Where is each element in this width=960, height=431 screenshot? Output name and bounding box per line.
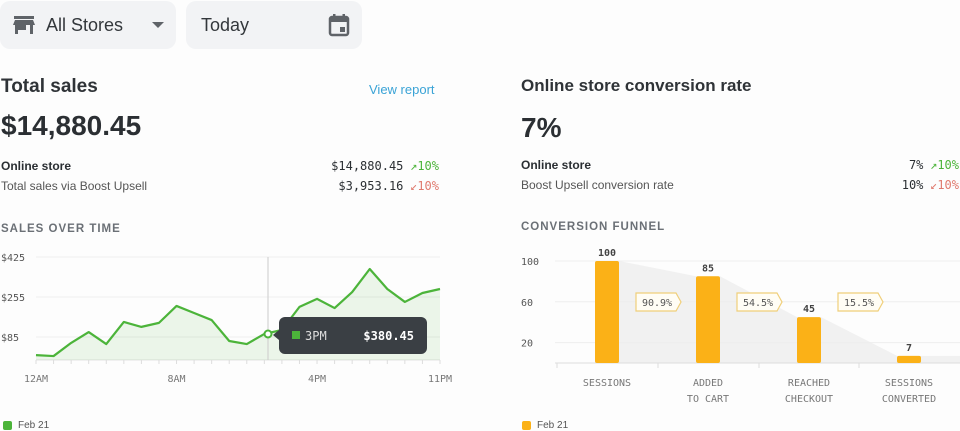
x-tick-label: 11PM	[428, 374, 452, 385]
sales-row-boost-upsell: Total sales via Boost Upsell $3,953.16 ↙…	[1, 179, 439, 193]
x-tick-label: 4PM	[308, 374, 326, 385]
row-value: $3,953.16	[338, 179, 404, 193]
date-picker-value: Today	[201, 14, 250, 35]
bar-value-label: 85	[702, 263, 714, 274]
sales-over-time-heading: SALES OVER TIME	[1, 223, 121, 235]
conversion-funnel-heading: CONVERSION FUNNEL	[521, 221, 666, 233]
conversion-title: Online store conversion rate	[521, 76, 752, 95]
tooltip-value: $380.45	[363, 329, 414, 343]
change-down-indicator: ↙10%	[410, 179, 439, 193]
y-tick-label: 20	[521, 339, 533, 350]
category-label: TO CART	[687, 394, 729, 405]
category-label: REACHED	[788, 378, 830, 389]
change-down-indicator: ↙10%	[930, 178, 959, 192]
legend-swatch	[3, 421, 12, 430]
step-rate-badge	[736, 292, 783, 312]
row-label: Total sales via Boost Upsell	[1, 179, 148, 193]
funnel-shade	[595, 261, 960, 363]
funnel-legend: Feb 21	[522, 420, 568, 431]
tooltip-label: 3PM	[305, 329, 327, 343]
row-value: 7%	[908, 158, 924, 172]
category-label: SESSIONS	[583, 378, 631, 389]
bar-value-label: 45	[803, 304, 815, 315]
change-up-indicator: ↗10%	[930, 158, 959, 172]
conversion-value: 7%	[521, 112, 562, 143]
x-tick-label: 8AM	[167, 374, 185, 385]
x-tick-label: 12AM	[24, 374, 48, 385]
tooltip-arrow	[273, 330, 279, 340]
conversion-row-online-store: Online store 7% ↗10%	[521, 158, 959, 172]
row-value: 10%	[901, 178, 924, 192]
legend-swatch	[522, 421, 531, 430]
hover-point	[263, 329, 273, 339]
step-rate-badge	[837, 292, 884, 312]
funnel-bar	[595, 261, 619, 363]
row-label: Online store	[521, 158, 592, 172]
row-label: Online store	[1, 159, 72, 173]
category-label: CHECKOUT	[785, 394, 833, 405]
total-sales-title: Total sales	[1, 76, 98, 97]
step-rate-badge	[635, 292, 682, 312]
bar-value-label: 100	[598, 248, 616, 259]
step-rate-label: 15.5%	[844, 298, 874, 309]
step-rate-label: 90.9%	[642, 298, 672, 309]
legend-label: Feb 21	[18, 420, 50, 431]
category-label: CONVERTED	[882, 394, 936, 405]
calendar-icon	[328, 14, 350, 37]
step-rate-label: 54.5%	[743, 298, 773, 309]
category-label: ADDED	[693, 378, 723, 389]
chevron-down-icon	[152, 22, 164, 28]
conversion-row-boost-upsell: Boost Upsell conversion rate 10% ↙10%	[521, 178, 959, 192]
bar-value-label: 7	[906, 343, 912, 354]
sales-row-online-store: Online store $14,880.45 ↗10%	[1, 159, 439, 173]
row-label: Boost Upsell conversion rate	[521, 178, 674, 192]
sales-legend: Feb 21	[3, 420, 49, 431]
date-picker[interactable]: Today	[186, 1, 362, 49]
category-label: SESSIONS	[885, 378, 933, 389]
sales-line	[35, 267, 441, 358]
y-tick-label: 60	[521, 298, 533, 309]
row-value: $14,880.45	[331, 159, 404, 173]
view-report-link[interactable]: View report	[369, 82, 435, 97]
y-tick-label: $85	[1, 333, 19, 344]
y-tick-label: $425	[1, 253, 25, 264]
tooltip-swatch	[292, 331, 300, 339]
store-select[interactable]: All Stores	[0, 1, 176, 49]
store-icon	[13, 16, 35, 34]
funnel-bar	[897, 355, 921, 363]
total-sales-value: $14,880.45	[1, 110, 142, 141]
store-select-value: All Stores	[46, 14, 124, 35]
y-tick-label: $255	[1, 293, 25, 304]
tooltip	[279, 317, 427, 354]
funnel-bar	[696, 276, 720, 363]
change-up-indicator: ↗10%	[410, 159, 439, 173]
funnel-bar	[797, 317, 821, 363]
y-tick-label: 100	[521, 257, 539, 268]
legend-label: Feb 21	[537, 420, 569, 431]
